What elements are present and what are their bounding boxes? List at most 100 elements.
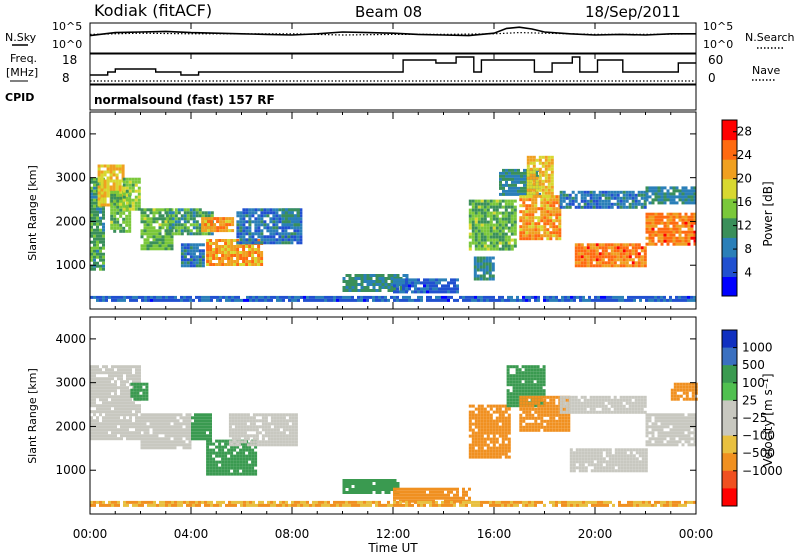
heat-cell (363, 274, 367, 277)
heat-cell (453, 287, 456, 291)
heat-cell (375, 289, 379, 292)
heat-cell (507, 298, 510, 302)
heat-cell (525, 425, 529, 429)
heat-cell (155, 235, 159, 239)
heat-cell (180, 208, 184, 212)
heat-cell (192, 298, 195, 302)
heat-cell (643, 205, 647, 209)
heat-cell (509, 380, 513, 384)
heat-cell (618, 298, 621, 302)
heat-cell (290, 214, 294, 218)
heat-cell (543, 219, 547, 223)
heat-cell (93, 213, 96, 217)
heat-cell (230, 260, 234, 263)
heat-cell (90, 252, 93, 256)
heat-cell (215, 245, 219, 248)
heat-cell (546, 422, 550, 426)
heat-cell (270, 422, 274, 426)
heat-cell (690, 233, 694, 237)
heat-cell (444, 298, 447, 302)
heat-cell (234, 437, 238, 441)
heat-cell (237, 416, 241, 420)
heat-cell (242, 254, 246, 257)
heat-cell (533, 365, 537, 369)
heat-cell (468, 211, 472, 215)
heat-cell (681, 236, 685, 240)
heat-cell (477, 217, 481, 221)
heat-cell (642, 295, 645, 299)
heat-cell (492, 434, 496, 438)
heat-cell (381, 274, 385, 277)
heat-cell (479, 262, 483, 266)
heat-cell (263, 226, 267, 230)
heat-cell (625, 261, 629, 265)
heat-cell (168, 232, 172, 236)
heat-cell (122, 183, 126, 187)
heat-cell (631, 258, 635, 262)
heat-cell (531, 398, 535, 402)
heat-cell (185, 425, 189, 429)
heat-cell (601, 243, 605, 247)
heat-cell (536, 383, 540, 387)
heat-cell (574, 264, 578, 268)
heat-cell (477, 413, 481, 417)
heat-cell (663, 230, 667, 234)
heat-cell (236, 445, 240, 449)
heat-cell (645, 224, 649, 228)
heat-cell (113, 211, 117, 215)
heat-cell (189, 214, 193, 218)
heat-cell (164, 425, 168, 429)
heat-cell (267, 428, 271, 432)
heat-cell (521, 383, 525, 387)
heat-cell (514, 180, 517, 184)
heat-cell (483, 247, 487, 251)
heat-cell (158, 214, 162, 218)
heat-cell (547, 194, 551, 198)
heat-cell (158, 440, 162, 444)
heat-cell (510, 238, 514, 242)
heat-cell (488, 265, 492, 269)
heat-cell (117, 407, 120, 411)
heat-cell (634, 246, 638, 250)
heat-cell (96, 298, 99, 302)
heat-cell (135, 368, 138, 372)
heat-cell (648, 221, 652, 225)
heat-cell (468, 443, 472, 447)
heat-cell (384, 491, 388, 494)
heat-cell (90, 255, 93, 259)
heat-cell (583, 252, 587, 256)
heat-cell (523, 171, 526, 175)
heat-cell (483, 416, 487, 420)
heat-cell (126, 377, 129, 381)
heat-cell (195, 229, 199, 233)
heat-cell (260, 235, 264, 239)
heat-cell (129, 434, 132, 438)
heat-cell (126, 395, 129, 399)
heat-cell (616, 258, 620, 262)
heat-cell (284, 214, 288, 218)
heat-cell (531, 219, 535, 223)
heat-cell (161, 244, 165, 248)
heat-cell (248, 226, 252, 230)
heat-cell (227, 448, 231, 452)
heat-cell (396, 278, 399, 282)
heat-cell (623, 448, 627, 452)
heat-cell (471, 428, 475, 432)
heat-cell (351, 277, 355, 280)
heat-cell (285, 295, 288, 299)
heat-cell (521, 371, 525, 375)
heat-cell (96, 428, 99, 432)
heat-cell (282, 440, 286, 444)
heat-cell (152, 235, 156, 239)
heat-cell (558, 210, 562, 214)
heat-cell (529, 188, 533, 192)
heat-cell (176, 422, 180, 426)
heat-cell (499, 186, 502, 190)
heat-cell (167, 437, 171, 441)
heat-cell (489, 214, 493, 218)
heat-cell (592, 246, 596, 250)
heat-cell (120, 437, 123, 441)
heat-cell (123, 368, 126, 372)
heat-cell (240, 413, 244, 417)
heat-cell (390, 488, 394, 491)
